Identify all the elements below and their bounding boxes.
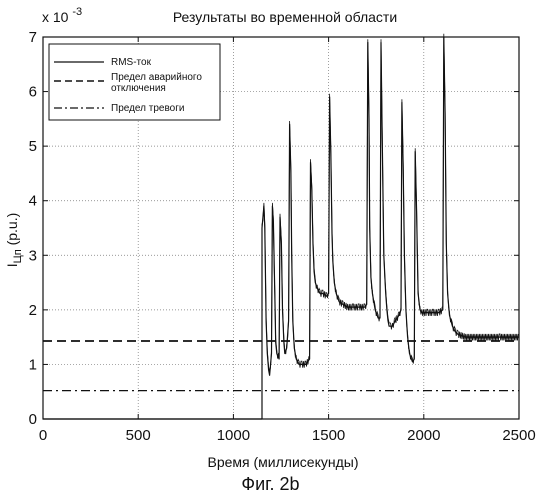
x-tick-label: 1000 <box>217 427 250 444</box>
figure-caption: Фиг. 2b <box>0 474 541 495</box>
x-tick-label: 1500 <box>312 427 345 444</box>
y-tick-label: 0 <box>29 411 37 428</box>
legend-label-alarm: Предел тревоги <box>111 103 184 114</box>
x-tick-label: 2000 <box>407 427 440 444</box>
x-tick-label: 0 <box>39 427 47 444</box>
y-multiplier-exponent: -3 <box>72 6 82 18</box>
y-multiplier-label: x 10 -3 <box>42 6 82 25</box>
y-axis-label-subscript: Цп <box>12 249 24 263</box>
y-tick-label: 5 <box>29 138 37 155</box>
y-multiplier-base: x 10 <box>42 9 69 25</box>
x-axis-label: Время (миллисекунды) <box>208 454 359 470</box>
y-tick-label: 2 <box>29 302 37 319</box>
legend-label-trip-line1: Предел аварийного <box>111 72 202 83</box>
series-line-0-ripple <box>262 34 518 416</box>
y-tick-label: 3 <box>29 247 37 264</box>
x-tick-label: 2500 <box>502 427 535 444</box>
y-tick-label: 7 <box>29 29 37 46</box>
y-tick-label: 6 <box>29 84 37 101</box>
y-tick-label: 4 <box>29 193 37 210</box>
legend: RMS-ток Предел аварийного отключения Пре… <box>49 44 220 120</box>
y-axis-label-suffix: (p.u.) <box>4 213 20 250</box>
chart-title: Результаты во временной области <box>173 9 397 25</box>
legend-label-trip-line2: отключения <box>111 83 166 94</box>
y-axis-label: IЦп (p.u.) <box>4 213 24 268</box>
legend-label-rms: RMS-ток <box>111 57 152 68</box>
y-tick-label: 1 <box>29 356 37 373</box>
x-tick-label: 500 <box>126 427 151 444</box>
